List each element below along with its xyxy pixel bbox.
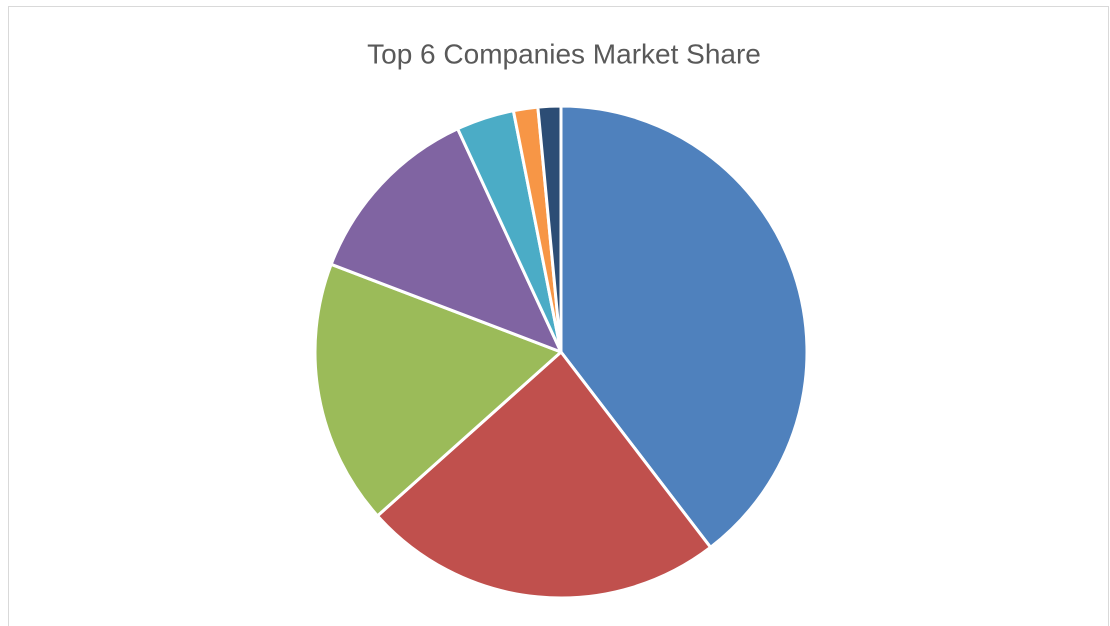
pie-slice — [329, 127, 563, 354]
chart-title: Top 6 Companies Market Share — [367, 38, 761, 69]
pie-slice — [536, 104, 563, 354]
pie-slice — [313, 262, 563, 518]
pie-slice — [559, 104, 809, 549]
pie-slice — [375, 350, 713, 600]
